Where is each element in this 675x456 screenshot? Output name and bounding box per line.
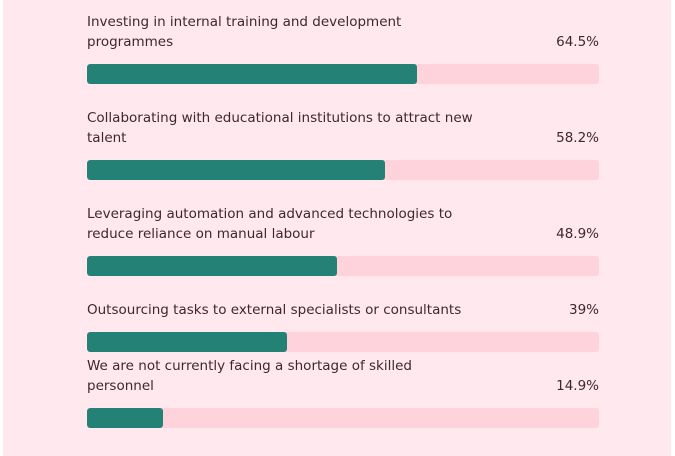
bar (87, 64, 418, 84)
bar (87, 332, 287, 352)
chart-panel: Investing in internal training and devel… (3, 0, 671, 456)
bar-label: We are not currently facing a shortage o… (87, 358, 413, 394)
bar-row: Leveraging automation and advanced techn… (87, 200, 599, 276)
bar-row: Outsourcing tasks to external specialist… (87, 276, 599, 352)
bar-label: Investing in internal training and devel… (87, 14, 402, 50)
bar-row: Collaborating with educational instituti… (87, 104, 599, 180)
bar-row: Investing in internal training and devel… (87, 8, 599, 84)
bar-value-label: 58.2% (556, 130, 599, 146)
bar-value-label: 64.5% (556, 34, 599, 50)
bar-value-label: 48.9% (556, 226, 599, 242)
bar-label: Outsourcing tasks to external specialist… (87, 302, 462, 318)
bar-value-label: 14.9% (556, 378, 599, 394)
bar-track (87, 64, 599, 84)
bar-track (87, 408, 599, 428)
bar (87, 408, 164, 428)
bar-label: Leveraging automation and advanced techn… (87, 206, 453, 242)
bar-label: Collaborating with educational instituti… (87, 110, 473, 146)
bar (87, 256, 338, 276)
bar-track (87, 160, 599, 180)
bar (87, 160, 385, 180)
bar-track (87, 332, 599, 352)
bar-row: We are not currently facing a shortage o… (87, 352, 599, 428)
bar-track (87, 256, 599, 276)
bar-value-label: 39% (568, 302, 599, 318)
